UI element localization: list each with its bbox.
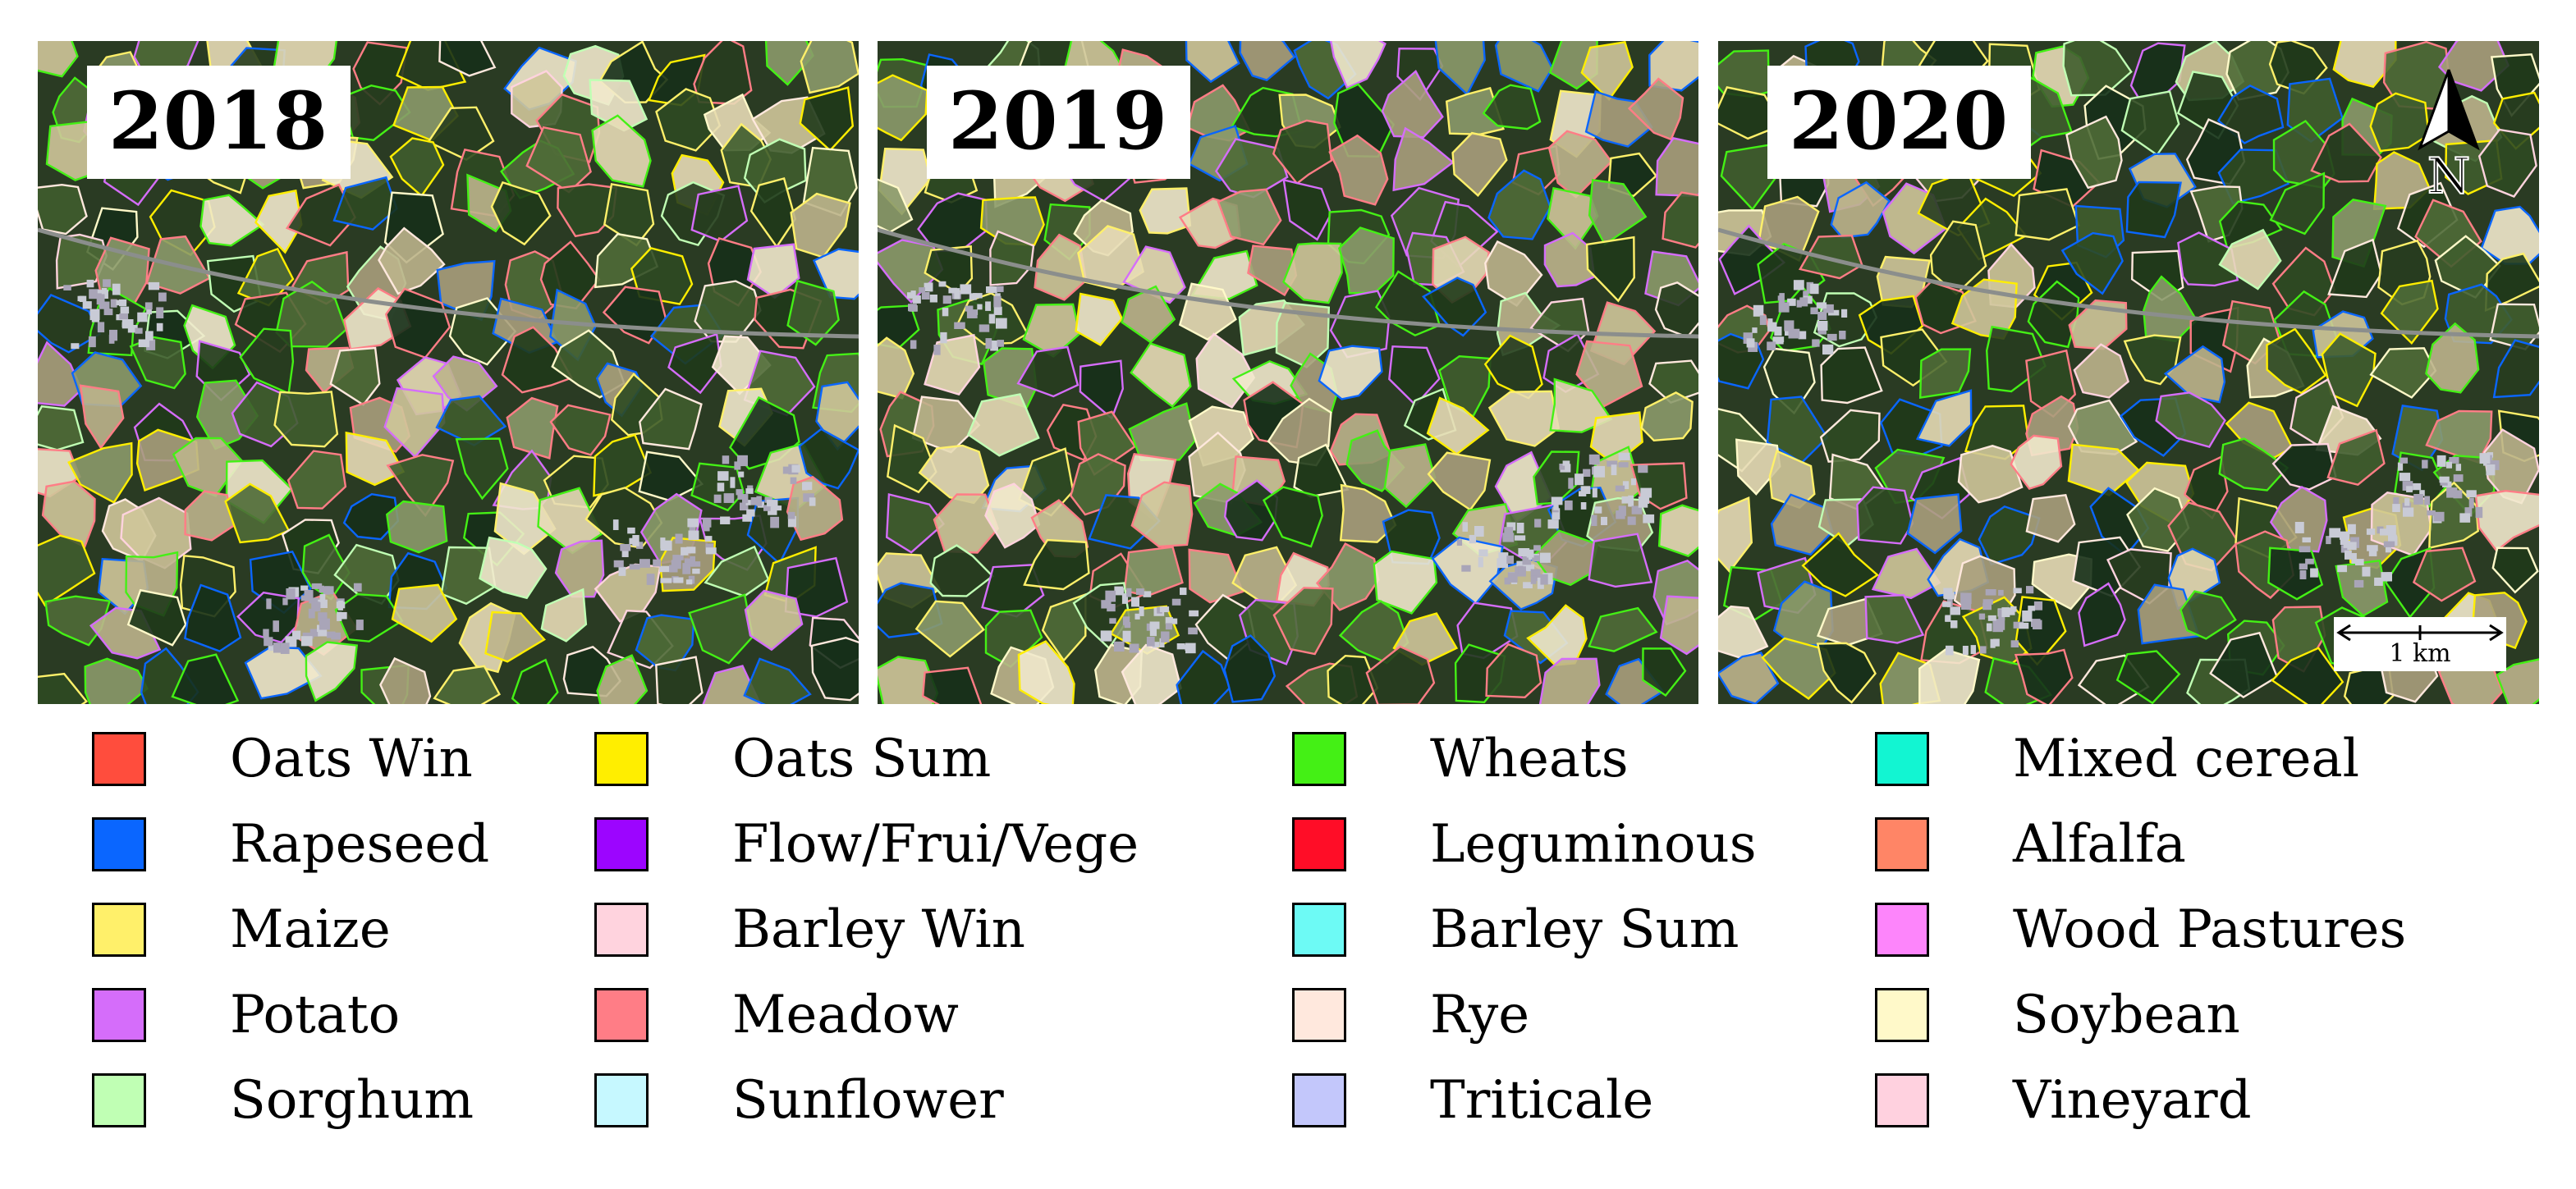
legend: Oats Win Rapeseed Maize Potato Sorghum Oats S…	[0, 726, 2576, 1169]
legend-swatch	[1875, 1073, 1929, 1127]
map-panel-2019: 2019	[878, 41, 1698, 704]
year-label: 2018	[87, 66, 351, 179]
legend-swatch	[1875, 732, 1929, 786]
legend-item: Sunflower	[594, 1068, 1004, 1133]
legend-item: Potato	[92, 982, 400, 1048]
legend-swatch	[594, 1073, 649, 1127]
legend-swatch	[1292, 732, 1346, 786]
legend-item: Flow/Frui/Vege	[594, 812, 1139, 877]
legend-item: Barley Win	[594, 897, 1025, 963]
legend-item: Barley Sum	[1292, 897, 1739, 963]
legend-swatch	[1292, 1073, 1346, 1127]
legend-label: Soybean	[2013, 985, 2240, 1045]
legend-item: Vineyard	[1875, 1068, 2252, 1133]
legend-label: Wheats	[1430, 729, 1629, 789]
legend-item: Alfalfa	[1875, 812, 2186, 877]
legend-swatch	[1292, 817, 1346, 871]
legend-item: Rye	[1292, 982, 1529, 1048]
north-label: N	[2427, 148, 2472, 205]
legend-item: Meadow	[594, 982, 959, 1048]
satellite-image-2020	[1718, 41, 2539, 704]
year-label: 2019	[927, 66, 1191, 179]
legend-label: Rapeseed	[230, 814, 490, 875]
legend-item: Mixed cereal	[1875, 726, 2359, 792]
legend-item: Oats Win	[92, 726, 473, 792]
legend-swatch	[594, 817, 649, 871]
legend-swatch	[92, 903, 146, 957]
legend-item: Wheats	[1292, 726, 1629, 792]
legend-item: Sorghum	[92, 1068, 474, 1133]
legend-label: Leguminous	[1430, 814, 1757, 875]
legend-label: Triticale	[1430, 1070, 1654, 1131]
map-panel-2018: 2018	[38, 41, 859, 704]
legend-item: Maize	[92, 897, 391, 963]
scale-bar: 1 km	[2334, 617, 2506, 671]
legend-swatch	[1875, 988, 1929, 1042]
legend-swatch	[594, 988, 649, 1042]
legend-swatch	[92, 817, 146, 871]
legend-label: Barley Sum	[1430, 899, 1739, 960]
legend-label: Sorghum	[230, 1070, 474, 1131]
legend-item: Oats Sum	[594, 726, 991, 792]
legend-label: Sunflower	[732, 1070, 1004, 1131]
legend-item: Rapeseed	[92, 812, 489, 877]
legend-item: Wood Pastures	[1875, 897, 2406, 963]
legend-swatch	[1292, 903, 1346, 957]
satellite-image-2018	[38, 41, 859, 704]
legend-label: Alfalfa	[2013, 814, 2186, 875]
legend-item: Soybean	[1875, 982, 2240, 1048]
year-label: 2020	[1767, 66, 2032, 179]
legend-swatch	[594, 732, 649, 786]
legend-swatch	[92, 732, 146, 786]
legend-swatch	[1292, 988, 1346, 1042]
legend-label: Flow/Frui/Vege	[732, 814, 1139, 875]
legend-label: Rye	[1430, 985, 1530, 1045]
legend-label: Oats Win	[230, 729, 473, 789]
legend-item: Triticale	[1292, 1068, 1653, 1133]
legend-label: Vineyard	[2013, 1070, 2252, 1131]
legend-swatch	[594, 903, 649, 957]
legend-swatch	[92, 988, 146, 1042]
legend-swatch	[1875, 817, 1929, 871]
legend-swatch	[1875, 903, 1929, 957]
legend-label: Potato	[230, 985, 401, 1045]
scale-label: 1 km	[2389, 639, 2451, 668]
map-panel-2020: 2020 N 1 km	[1718, 41, 2539, 704]
legend-label: Oats Sum	[732, 729, 992, 789]
legend-label: Wood Pastures	[2013, 899, 2407, 960]
legend-label: Maize	[230, 899, 391, 960]
legend-label: Meadow	[732, 985, 959, 1045]
legend-swatch	[92, 1073, 146, 1127]
legend-item: Leguminous	[1292, 812, 1757, 877]
north-arrow-icon: N	[2408, 66, 2490, 205]
legend-label: Barley Win	[732, 899, 1025, 960]
legend-label: Mixed cereal	[2013, 729, 2360, 789]
